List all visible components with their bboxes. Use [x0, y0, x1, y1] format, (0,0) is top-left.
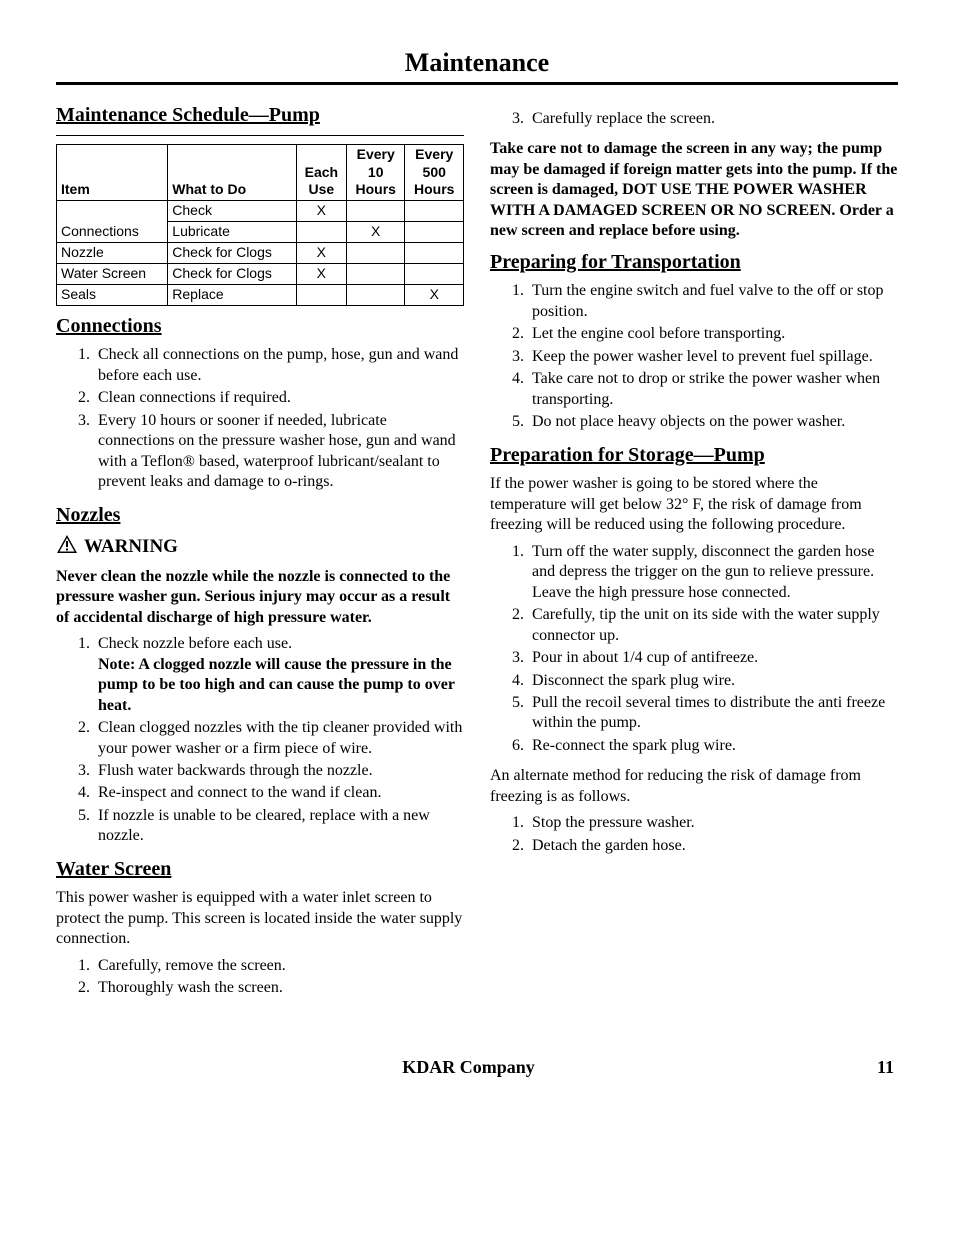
storage-heading: Preparation for Storage—Pump: [490, 443, 898, 469]
waterscreen-paragraph: This power washer is equipped with a wat…: [56, 888, 464, 949]
alt-list: Stop the pressure washer. Detach the gar…: [490, 813, 898, 856]
cell-what: Check for Clogs: [168, 264, 296, 285]
cell-ten: [346, 243, 405, 264]
nozzles-heading: Nozzles: [56, 503, 464, 529]
cell-ten: [346, 284, 405, 305]
list-item: Disconnect the spark plug wire.: [528, 671, 898, 691]
cell-ten: [346, 264, 405, 285]
storage-paragraph: If the power washer is going to be store…: [490, 474, 898, 535]
table-row: Connections Check X: [57, 201, 464, 222]
cell-ten: [346, 201, 405, 222]
screen-warning-paragraph: Take care not to damage the screen in an…: [490, 139, 898, 241]
list-item: Carefully replace the screen.: [528, 109, 898, 129]
page-number: 11: [877, 1057, 894, 1078]
page-footer: KDAR Company 11: [56, 1057, 898, 1078]
list-item-text: Check nozzle before each use.: [98, 635, 292, 652]
title-divider: [56, 82, 898, 85]
schedule-heading: Maintenance Schedule—Pump: [56, 103, 464, 129]
cell-five: [405, 222, 464, 243]
cell-five: [405, 264, 464, 285]
list-item: Keep the power washer level to prevent f…: [528, 347, 898, 367]
connections-heading: Connections: [56, 314, 464, 340]
transport-list: Turn the engine switch and fuel valve to…: [490, 281, 898, 432]
warning-paragraph: Never clean the nozzle while the nozzle …: [56, 567, 464, 628]
list-item: Detach the garden hose.: [528, 836, 898, 856]
col-item: Item: [57, 144, 168, 201]
list-item: Check all connections on the pump, hose,…: [94, 345, 464, 386]
list-item: Turn the engine switch and fuel valve to…: [528, 281, 898, 322]
list-item: Stop the pressure washer.: [528, 813, 898, 833]
nozzles-list: Check nozzle before each use. Note: A cl…: [56, 634, 464, 847]
list-item: Take care not to drop or strike the powe…: [528, 369, 898, 410]
transport-heading: Preparing for Transportation: [490, 250, 898, 276]
waterscreen-heading: Water Screen: [56, 857, 464, 883]
list-item: Check nozzle before each use. Note: A cl…: [94, 634, 464, 716]
cell-five: [405, 243, 464, 264]
waterscreen-list: Carefully, remove the screen. Thoroughly…: [56, 956, 464, 999]
list-item: If nozzle is unable to be cleared, repla…: [94, 806, 464, 847]
table-row: Seals Replace X: [57, 284, 464, 305]
cell-each: [296, 222, 346, 243]
list-item: Clean connections if required.: [94, 388, 464, 408]
cell-item: Connections: [57, 201, 168, 243]
cell-ten: X: [346, 222, 405, 243]
continued-list: Carefully replace the screen.: [490, 109, 898, 129]
warning-label: WARNING: [84, 535, 178, 559]
col-five: Every500Hours: [405, 144, 464, 201]
left-column: Maintenance Schedule—Pump Item What to D…: [56, 103, 464, 1009]
connections-list: Check all connections on the pump, hose,…: [56, 345, 464, 492]
cell-each: [296, 284, 346, 305]
list-item: Turn off the water supply, disconnect th…: [528, 542, 898, 603]
alt-paragraph: An alternate method for reducing the ris…: [490, 766, 898, 807]
list-item: Re-inspect and connect to the wand if cl…: [94, 783, 464, 803]
cell-what: Lubricate: [168, 222, 296, 243]
cell-item: Water Screen: [57, 264, 168, 285]
list-item: Let the engine cool before transporting.: [528, 324, 898, 344]
schedule-underline: [56, 135, 464, 136]
list-item: Pour in about 1/4 cup of antifreeze.: [528, 648, 898, 668]
two-column-layout: Maintenance Schedule—Pump Item What to D…: [56, 103, 898, 1009]
cell-each: X: [296, 201, 346, 222]
list-item: Carefully, remove the screen.: [94, 956, 464, 976]
col-ten: Every10Hours: [346, 144, 405, 201]
table-row: Water Screen Check for Clogs X: [57, 264, 464, 285]
warning-row: WARNING: [56, 534, 464, 560]
document-page: Maintenance Maintenance Schedule—Pump It…: [0, 0, 954, 1118]
cell-what: Check: [168, 201, 296, 222]
list-item-note: Note: A clogged nozzle will cause the pr…: [98, 656, 455, 714]
col-each: EachUse: [296, 144, 346, 201]
cell-five: [405, 201, 464, 222]
cell-item: Seals: [57, 284, 168, 305]
table-header-row: Item What to Do EachUse Every10Hours Eve…: [57, 144, 464, 201]
list-item: Re-connect the spark plug wire.: [528, 736, 898, 756]
list-item: Clean clogged nozzles with the tip clean…: [94, 718, 464, 759]
list-item: Pull the recoil several times to distrib…: [528, 693, 898, 734]
company-name: KDAR Company: [402, 1057, 535, 1078]
col-what: What to Do: [168, 144, 296, 201]
cell-each: X: [296, 264, 346, 285]
table-row: Nozzle Check for Clogs X: [57, 243, 464, 264]
cell-each: X: [296, 243, 346, 264]
maintenance-schedule-table: Item What to Do EachUse Every10Hours Eve…: [56, 144, 464, 306]
list-item: Thoroughly wash the screen.: [94, 978, 464, 998]
cell-item: Nozzle: [57, 243, 168, 264]
list-item: Flush water backwards through the nozzle…: [94, 761, 464, 781]
cell-five: X: [405, 284, 464, 305]
page-title: Maintenance: [56, 48, 898, 78]
list-item: Carefully, tip the unit on its side with…: [528, 605, 898, 646]
list-item: Do not place heavy objects on the power …: [528, 412, 898, 432]
storage-list: Turn off the water supply, disconnect th…: [490, 542, 898, 757]
warning-icon: [56, 534, 78, 560]
list-item: Every 10 hours or sooner if needed, lubr…: [94, 411, 464, 493]
cell-what: Check for Clogs: [168, 243, 296, 264]
right-column: Carefully replace the screen. Take care …: [490, 103, 898, 1009]
cell-what: Replace: [168, 284, 296, 305]
